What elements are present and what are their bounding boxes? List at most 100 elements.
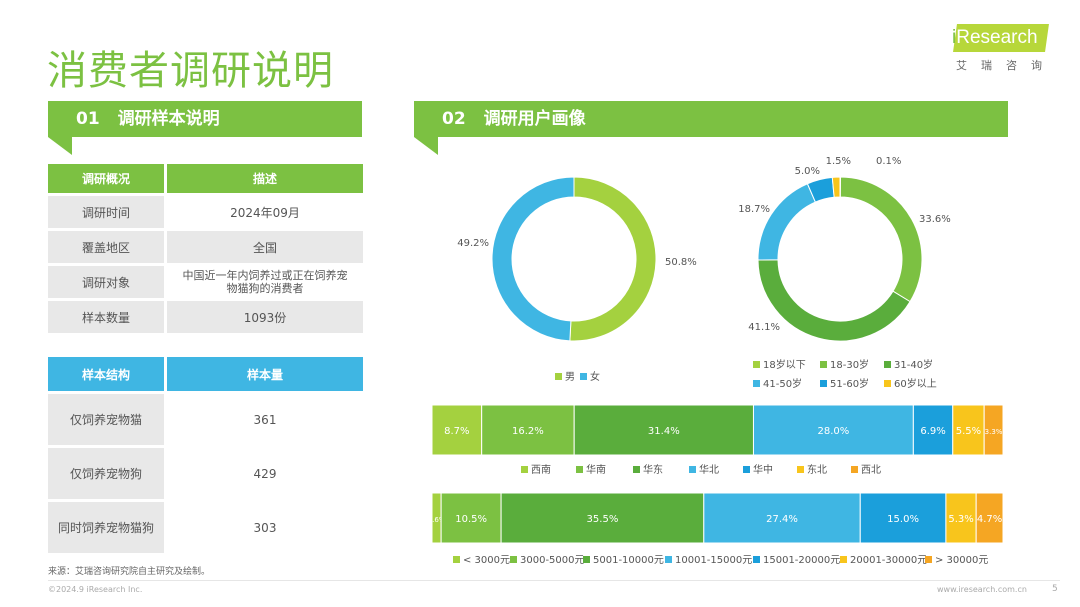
bar-label: 35.5%: [587, 514, 619, 525]
legend-swatch: [580, 373, 587, 380]
bar-segment: [983, 404, 1004, 456]
page-title: 消费者调研说明: [47, 48, 334, 94]
legend-label: 18岁以下: [763, 358, 806, 371]
legend-label: 西南: [531, 463, 551, 476]
bar-label: 3.3%: [985, 428, 1003, 436]
table-cell: 同时饲养宠物猫狗: [48, 502, 164, 553]
bar-label: 31.4%: [648, 426, 680, 437]
footer-divider: [48, 580, 1060, 581]
table-cell: 调研对象: [48, 266, 164, 298]
iresearch-logo: iResearch 艾瑞咨询: [951, 22, 1061, 74]
legend-label: 20001-30000元: [850, 555, 927, 566]
legend-swatch: [753, 361, 760, 368]
legend-swatch: [665, 556, 672, 563]
data-label: 1.5%: [826, 156, 851, 167]
table-cell: 361: [167, 394, 363, 445]
table-header: 描述: [167, 164, 363, 193]
bar-segment: [752, 404, 914, 456]
section-corner: [414, 137, 438, 155]
bar-label: 16.2%: [512, 426, 544, 437]
donut-slice: [757, 183, 817, 261]
table-cell: 1093份: [167, 301, 363, 333]
legend-swatch: [884, 361, 891, 368]
legend-swatch: [510, 556, 517, 563]
table-cell: 覆盖地区: [48, 231, 164, 263]
data-label: 5.0%: [795, 166, 820, 177]
table-cell: 仅饲养宠物猫: [48, 394, 164, 445]
bar-segment: [481, 404, 575, 456]
table-header: 样本结构: [48, 357, 164, 391]
section-header-sample: 01 调研样本说明: [48, 101, 362, 137]
sample-structure-table: 样本结构 样本量 仅饲养宠物猫 361 仅饲养宠物狗 429 同时饲养宠物猫狗 …: [45, 354, 366, 556]
legend-label: 华东: [643, 463, 663, 476]
logo-subtitle: 艾瑞咨询: [956, 59, 1056, 72]
legend-swatch: [583, 556, 590, 563]
legend-label: 31-40岁: [894, 358, 933, 371]
legend-label: 东北: [807, 463, 827, 476]
legend-label: 女: [590, 370, 600, 383]
bar-segment: [703, 492, 861, 544]
bar-label: 15.0%: [887, 514, 919, 525]
legend-swatch: [453, 556, 460, 563]
legend-swatch: [820, 380, 827, 387]
legend-label: 西北: [861, 464, 881, 476]
table-cell: 中国近一年内饲养过或正在饲养宠物猫狗的消费者: [167, 266, 363, 298]
bar-label: 5.5%: [956, 426, 981, 437]
bar-label: 8.7%: [444, 426, 469, 437]
legend-label: 10001-15000元: [675, 555, 752, 566]
legend-swatch: [753, 380, 760, 387]
bar-label: 10.5%: [455, 514, 487, 525]
legend-swatch: [633, 466, 640, 473]
legend-swatch: [743, 466, 750, 473]
section-label: 调研用户画像: [483, 109, 586, 129]
legend-label: > 30000元: [935, 555, 988, 566]
bar-segment: [952, 404, 985, 456]
bar-label: 6.9%: [920, 426, 945, 437]
legend-swatch: [753, 556, 760, 563]
bar-label: 5.3%: [948, 514, 973, 525]
table-cell: 调研时间: [48, 196, 164, 228]
bar-segment: [912, 404, 954, 456]
legend-label: 5001-10000元: [593, 555, 664, 566]
legend-label: 华北: [699, 463, 719, 476]
bar-label: 4.7%: [977, 514, 1002, 525]
legend-label: 60岁以上: [894, 377, 937, 390]
table-cell: 303: [167, 502, 363, 553]
legend-label: 华中: [753, 463, 773, 476]
bar-segment: [945, 492, 977, 544]
section-header-portrait: 02 调研用户画像: [414, 101, 1008, 137]
legend-label: 18-30岁: [830, 358, 869, 371]
donut-slice: [757, 259, 911, 342]
bar-label: 28.0%: [818, 426, 850, 437]
table-cell: 样本数量: [48, 301, 164, 333]
table-header: 样本量: [167, 357, 363, 391]
legend-label: 华南: [586, 463, 606, 476]
bar-segment: [573, 404, 754, 456]
data-label: 18.7%: [738, 204, 770, 215]
copyright: ©2024.9 iResearch Inc.: [48, 585, 143, 594]
table-header: 调研概况: [48, 164, 164, 193]
bar-segment: [431, 404, 483, 456]
table-cell: 仅饲养宠物狗: [48, 448, 164, 499]
section-number: 01: [76, 109, 100, 129]
legend-swatch: [884, 380, 891, 387]
data-label: 49.2%: [457, 238, 489, 249]
survey-overview-table: 调研概况 描述 调研时间 2024年09月 覆盖地区 全国 调研对象 中国近一年…: [45, 161, 366, 336]
table-cell: 2024年09月: [167, 196, 363, 228]
legend-label: < 3000元: [463, 555, 510, 566]
legend-swatch: [555, 373, 562, 380]
bar-segment: [440, 492, 502, 544]
section-label: 调研样本说明: [117, 109, 220, 129]
legend-label: 男: [565, 371, 575, 383]
donut-slice: [569, 176, 657, 342]
legend-swatch: [840, 556, 847, 563]
bar-label: 27.4%: [766, 514, 798, 525]
legend-swatch: [576, 466, 583, 473]
table-cell: 429: [167, 448, 363, 499]
donut-slice: [831, 176, 841, 198]
legend-swatch: [820, 361, 827, 368]
legend-swatch: [851, 466, 858, 473]
legend-label: 41-50岁: [763, 377, 802, 390]
data-label: 50.8%: [665, 257, 697, 268]
data-label: 0.1%: [876, 156, 901, 167]
